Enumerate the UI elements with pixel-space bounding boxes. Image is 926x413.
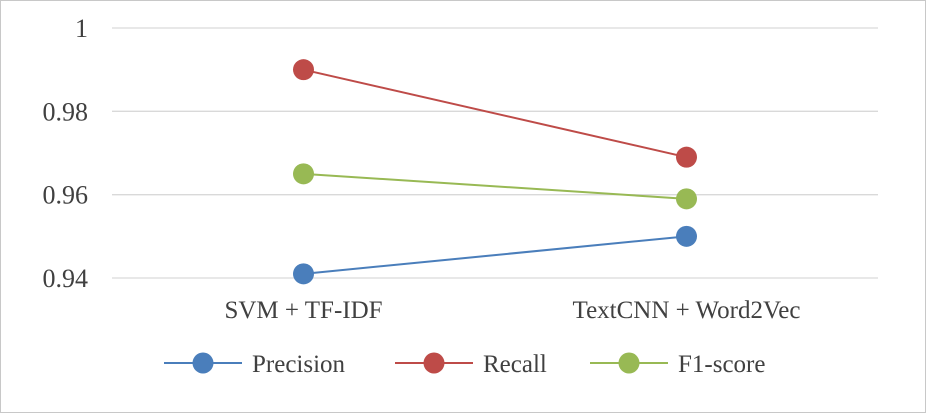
data-point bbox=[676, 225, 697, 247]
legend-marker bbox=[423, 352, 445, 374]
series-line bbox=[303, 68, 687, 159]
y-tick-label: 0.96 bbox=[43, 181, 89, 210]
legend-marker bbox=[618, 352, 640, 374]
series-line bbox=[303, 235, 687, 275]
data-point bbox=[676, 188, 697, 210]
x-axis-categories: SVM + TF-IDF TextCNN + Word2Vec bbox=[224, 297, 800, 324]
legend-item: Recall bbox=[395, 351, 547, 378]
series-recall bbox=[293, 59, 697, 168]
y-tick-label: 0.94 bbox=[43, 264, 89, 293]
data-point bbox=[293, 163, 314, 185]
series-precision bbox=[293, 225, 697, 285]
legend: Precision Recall F1-score bbox=[164, 351, 765, 378]
x-category-label: TextCNN + Word2Vec bbox=[573, 297, 801, 324]
y-axis-ticks: 0.94 0.96 0.98 1 bbox=[43, 14, 89, 293]
data-point bbox=[293, 263, 314, 285]
gridlines bbox=[112, 27, 878, 279]
series-f1-score bbox=[293, 163, 697, 210]
legend-marker bbox=[192, 352, 214, 374]
series-group bbox=[293, 59, 697, 285]
legend-label: Precision bbox=[252, 351, 346, 378]
x-category-label: SVM + TF-IDF bbox=[224, 297, 382, 324]
legend-item: F1-score bbox=[590, 351, 765, 378]
series-line bbox=[303, 172, 687, 200]
data-point bbox=[293, 59, 314, 81]
y-tick-label: 0.98 bbox=[43, 97, 89, 126]
y-tick-label: 1 bbox=[75, 14, 88, 43]
legend-label: Recall bbox=[483, 351, 547, 378]
legend-item: Precision bbox=[164, 351, 346, 378]
data-point bbox=[676, 146, 697, 168]
legend-label: F1-score bbox=[678, 351, 765, 378]
